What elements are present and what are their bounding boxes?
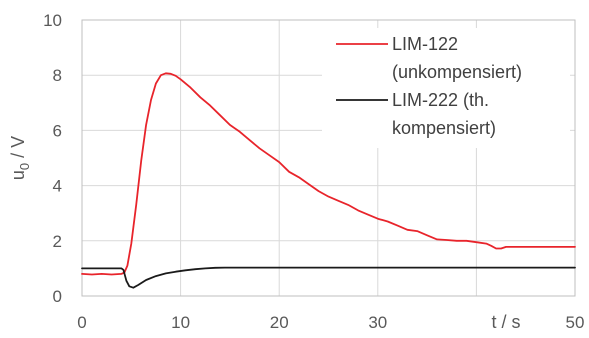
legend-box [322,28,570,148]
legend-label-2-line2: kompensiert) [392,118,496,138]
series-line-2 [81,266,576,289]
x-tick-label: 20 [270,313,289,332]
y-tick-label: 6 [53,121,62,140]
y-axis-title: u0 / V [8,136,32,180]
series-line-1 [81,72,576,276]
y-axis-title-unit: / V [8,136,28,163]
y-tick-label: 2 [53,232,62,251]
x-axis-title: t / s [491,312,520,332]
y-axis-title-subscript: 0 [17,163,32,170]
x-tick-label: 50 [566,313,585,332]
y-tick-label: 4 [53,177,62,196]
y-axis-title-main: u [8,170,28,180]
legend-label-2-line1: LIM-222 (th. [392,90,489,110]
tick-labels: 0 10 20 30 50 0 2 4 6 8 10 [43,11,584,332]
legend: LIM-122 (unkompensiert) LIM-222 (th. kompen… [322,28,570,148]
legend-label-1-line1: LIM-122 [392,34,458,54]
x-tick-label: 30 [368,313,387,332]
y-tick-label: 8 [53,66,62,85]
series-layer [81,72,576,289]
x-tick-label: 10 [171,313,190,332]
x-tick-label: 0 [77,313,86,332]
y-tick-label: 10 [43,11,62,30]
plot-frame [81,19,576,297]
y-tick-label: 0 [53,287,62,306]
legend-label-1-line2: (unkompensiert) [392,62,522,82]
